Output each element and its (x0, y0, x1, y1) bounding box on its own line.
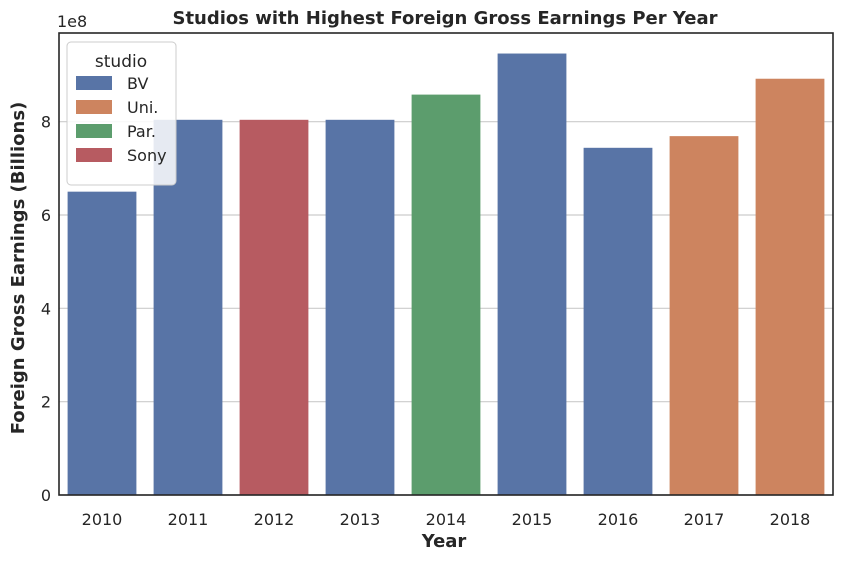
x-axis-label: Year (421, 531, 467, 552)
y-tick-label: 8 (41, 113, 51, 132)
x-tick-label: 2018 (770, 510, 811, 529)
bar-2014 (411, 94, 481, 495)
bar-2010 (67, 191, 137, 495)
x-tick-label: 2014 (426, 510, 467, 529)
legend-entries: BV Uni. Par. Sony (76, 74, 167, 165)
x-tick-label: 2015 (512, 510, 553, 529)
bar-2012 (239, 119, 309, 496)
legend-swatch-sony (76, 148, 112, 162)
x-tick-labels: 2010 2011 2012 2013 2014 2015 2016 2017 2018 (82, 510, 811, 529)
legend-label: Par. (127, 122, 156, 141)
x-tick-label: 2010 (82, 510, 123, 529)
legend-label: Sony (127, 146, 167, 165)
bar-2016 (583, 147, 653, 496)
y-tick-label: 6 (41, 206, 51, 225)
bar-2017 (669, 136, 739, 495)
plot-frame (58, 32, 834, 496)
bar-2018 (755, 78, 825, 495)
y-tick-labels: 0 2 4 6 8 (41, 113, 51, 505)
y-tick-label: 0 (41, 486, 51, 505)
legend-swatch-bv (76, 76, 112, 90)
x-tick-label: 2016 (598, 510, 639, 529)
bar-2015 (497, 53, 567, 496)
legend-title: studio (95, 52, 147, 72)
legend-swatch-uni (76, 100, 112, 114)
legend-label: BV (127, 74, 148, 93)
bar-2013 (325, 119, 395, 496)
chart-title: Studios with Highest Foreign Gross Earni… (172, 8, 717, 29)
legend-label: Uni. (127, 98, 158, 117)
x-tick-label: 2017 (684, 510, 725, 529)
y-tick-label: 4 (41, 299, 51, 318)
y-offset-label: 1e8 (57, 12, 87, 31)
x-tick-label: 2012 (254, 510, 295, 529)
x-tick-label: 2011 (168, 510, 209, 529)
legend: studio BV Uni. Par. Sony (66, 41, 177, 186)
y-axis-label: Foreign Gross Earnings (Billions) (8, 102, 29, 435)
y-tick-label: 2 (41, 393, 51, 412)
legend-swatch-par (76, 124, 112, 138)
x-tick-label: 2013 (340, 510, 381, 529)
